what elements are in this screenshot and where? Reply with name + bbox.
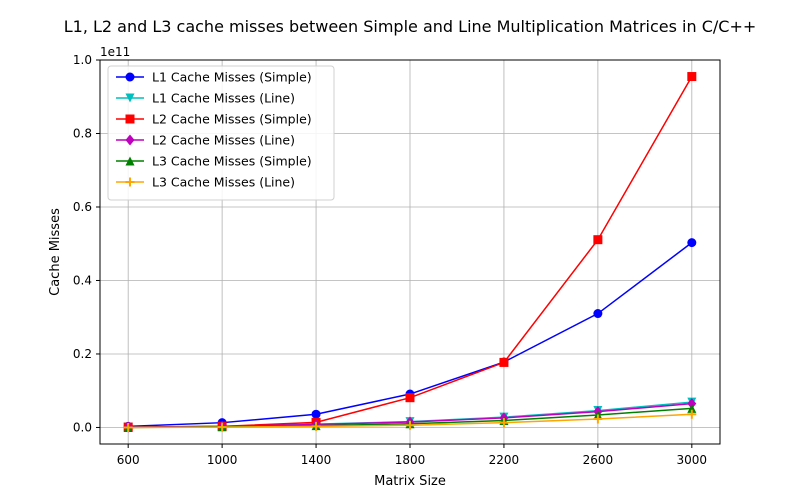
series-layer [123,72,697,433]
y-tick-label: 0.8 [73,126,92,140]
data-point [593,414,603,424]
series-l3-cache-misses-line [123,409,697,432]
x-tick-label: 2200 [489,453,520,467]
legend: L1 Cache Misses (Simple) L1 Cache Misses … [107,65,335,201]
y-axis-label: Cache Misses [48,208,63,296]
data-point [405,420,415,430]
data-point [687,409,697,419]
x-tick-label: 3000 [677,453,708,467]
data-point [687,72,697,82]
x-tick-label: 1800 [395,453,426,467]
data-point [125,72,135,82]
data-point [311,409,321,419]
x-tick-label: 1000 [207,453,238,467]
data-point [499,357,509,367]
data-point [593,309,603,319]
x-tick-label: 600 [117,453,140,467]
y-tick-label: 0.4 [73,273,92,287]
data-point [687,398,697,410]
chart-title: L1, L2 and L3 cache misses between Simpl… [64,17,757,36]
data-point [125,93,135,103]
data-point [405,393,415,403]
y-tick-label: 1.0 [73,53,92,67]
data-point [311,421,321,431]
data-point [687,403,697,413]
ticks: 600 1000 1400 1800 2200 2600 3000 0.0 0.2 0.4 0.6 0… [73,53,707,467]
y-tick-label: 0.0 [73,420,92,434]
y-offset-label: 1e11 [100,45,130,59]
x-tick-label: 1400 [301,453,332,467]
legend-label: L3 Cache Misses (Simple) [152,154,312,169]
x-axis-label: Matrix Size [374,474,446,489]
data-point [123,422,133,432]
legend-box [107,65,335,201]
data-point [593,235,603,245]
legend-label: L2 Cache Misses (Line) [152,133,295,148]
data-point [687,238,697,248]
legend-label: L1 Cache Misses (Simple) [152,70,312,85]
legend-label: L2 Cache Misses (Simple) [152,112,312,127]
legend-label: L1 Cache Misses (Line) [152,91,295,106]
legend-label: L3 Cache Misses (Line) [152,175,295,190]
data-point [125,134,135,146]
y-tick-label: 0.2 [73,347,92,361]
x-tick-label: 2600 [583,453,614,467]
data-point [125,156,135,166]
data-point [125,177,135,187]
y-tick-label: 0.6 [73,200,92,214]
data-point [125,114,135,124]
data-point [217,422,227,432]
data-point [499,418,509,428]
